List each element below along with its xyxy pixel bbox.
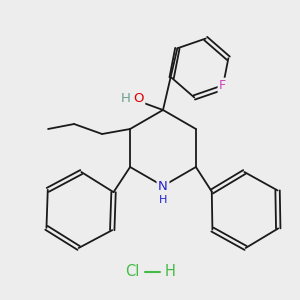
Text: F: F bbox=[219, 79, 226, 92]
Text: N: N bbox=[158, 179, 168, 193]
Text: Cl: Cl bbox=[125, 265, 139, 280]
Text: H: H bbox=[159, 195, 167, 205]
Text: H: H bbox=[165, 265, 176, 280]
Text: H: H bbox=[121, 92, 131, 104]
Text: O: O bbox=[134, 92, 144, 104]
